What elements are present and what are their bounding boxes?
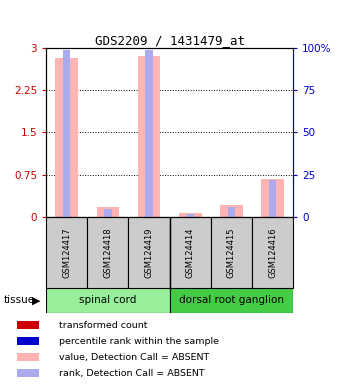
Bar [129,217,169,288]
Text: transformed count: transformed count [59,321,147,329]
Bar [97,207,119,217]
Text: GSM124414: GSM124414 [186,227,195,278]
Text: GSM124417: GSM124417 [62,227,71,278]
Text: GSM124419: GSM124419 [145,227,153,278]
Text: value, Detection Call = ABSENT: value, Detection Call = ABSENT [59,353,209,362]
Bar [169,288,293,313]
Text: dorsal root ganglion: dorsal root ganglion [179,295,284,306]
Bar [17,369,39,377]
Text: percentile rank within the sample: percentile rank within the sample [59,337,219,346]
Bar [55,58,78,217]
Bar [187,214,194,217]
Text: rank, Detection Call = ABSENT: rank, Detection Call = ABSENT [59,369,205,378]
Bar [211,217,252,288]
Bar [269,180,276,217]
Bar [261,179,284,217]
Text: GSM124418: GSM124418 [103,227,112,278]
Bar [104,209,112,217]
Title: GDS2209 / 1431479_at: GDS2209 / 1431479_at [95,34,244,47]
Bar [179,213,202,217]
Text: spinal cord: spinal cord [79,295,136,306]
Bar [46,288,170,313]
Bar [169,217,211,288]
Bar [138,56,160,217]
Bar [220,205,243,217]
Text: GSM124416: GSM124416 [268,227,277,278]
Text: tissue: tissue [3,295,34,306]
Text: GSM124415: GSM124415 [227,227,236,278]
Bar [17,321,39,329]
Bar [17,337,39,345]
Bar [145,50,153,217]
Bar [252,217,293,288]
Bar [87,217,129,288]
Bar [46,217,87,288]
Bar [17,353,39,361]
Text: ▶: ▶ [32,295,41,306]
Bar [63,50,70,217]
Bar [228,207,235,217]
